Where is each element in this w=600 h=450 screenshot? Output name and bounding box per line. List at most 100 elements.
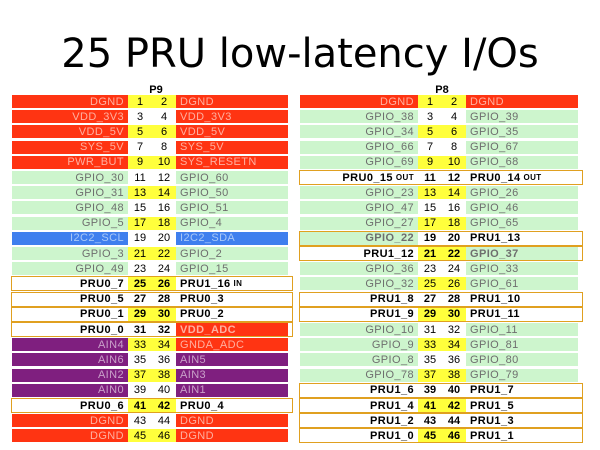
pin-row: I2C2_SCL 19 20 I2C2_SDA [11, 231, 293, 246]
pin-name-text: PRU1_5 [470, 399, 514, 412]
pin-number-left: 1 [128, 95, 152, 108]
pin-number-right: 40 [442, 383, 466, 397]
pin-number-right: 16 [152, 201, 176, 215]
pin-name-text: PRU0_7 [80, 277, 124, 290]
pin-number-left: 9 [418, 155, 442, 169]
pin-label-right: I2C2_SDA [176, 231, 288, 245]
pin-number-right: 18 [152, 216, 176, 230]
pin-name-text: PRU0_3 [180, 293, 224, 306]
pin-number-right: 6 [152, 125, 176, 139]
pin-name-text: PRU1_1 [470, 429, 514, 442]
pin-number-left: 7 [128, 140, 152, 154]
pin-number-left: 25 [418, 277, 442, 291]
pin-number-right: 16 [442, 201, 466, 215]
pin-name-text: VDD_3V3 [72, 110, 124, 123]
pin-label-right: PRU1_1 [466, 429, 578, 443]
pin-name-text: GPIO_51 [180, 201, 229, 214]
pin-label-left: GPIO_23 [300, 186, 418, 200]
pin-name-text: GPIO_61 [470, 277, 519, 290]
pin-row: GPIO_48 15 16 GPIO_51 [11, 200, 293, 215]
pin-label-left: GPIO_8 [300, 353, 418, 367]
pin-name-text: GPIO_46 [470, 201, 519, 214]
pin-number-left: 17 [128, 216, 152, 230]
pin-name-text: VDD_5V [180, 125, 226, 138]
pin-number-right: 42 [442, 399, 466, 412]
pin-label-left: GPIO_5 [12, 216, 128, 230]
pin-number-right: 26 [442, 277, 466, 291]
pin-row: PRU1_2 43 44 PRU1_3 [299, 413, 583, 429]
pin-name-text: PRU1_16 [180, 277, 231, 290]
pin-label-left: PRU0_15 OUT [300, 171, 418, 184]
header-p8: P8 [435, 84, 449, 96]
pin-row: VDD_3V3 3 4 VDD_3V3 [11, 109, 293, 124]
pin-number-right: 44 [152, 414, 176, 428]
pin-number-left: 33 [128, 338, 152, 352]
pin-label-left: VDD_5V [12, 125, 128, 139]
pin-row: VDD_5V 5 6 VDD_5V [11, 124, 293, 139]
pin-name-text: PRU1_13 [470, 232, 521, 245]
pin-number-left: 3 [418, 110, 442, 124]
pin-row: PRU0_6 41 42 PRU0_4 [11, 398, 293, 413]
pin-number-left: 39 [128, 383, 152, 397]
pin-number-left: 45 [418, 429, 442, 443]
pin-row: PRU1_12 21 22 GPIO_37 [299, 246, 583, 261]
pin-name-text: GPIO_9 [371, 338, 414, 351]
pin-name-text: GPIO_38 [365, 110, 414, 123]
pin-number-left: 1 [418, 95, 442, 108]
pin-number-right: 32 [442, 323, 466, 336]
pin-number-left: 37 [418, 368, 442, 382]
pin-row: PRU1_9 29 30 PRU1_11 [299, 306, 583, 322]
pin-label-right: PRU1_7 [466, 383, 578, 397]
pin-row: DGND 43 44 DGND [11, 413, 293, 428]
pin-name-text: PRU1_9 [370, 308, 414, 321]
pin-label-right: GPIO_50 [176, 186, 288, 200]
pin-row: GPIO_3 21 22 GPIO_2 [11, 246, 293, 261]
pin-name-text: DGND [90, 429, 124, 442]
pin-label-right: GPIO_35 [466, 125, 578, 139]
pin-label-right: SYS_RESETN [176, 155, 288, 169]
pin-number-right: 18 [442, 216, 466, 230]
pin-label-right: GPIO_4 [176, 216, 288, 230]
direction-suffix: OUT [395, 173, 414, 182]
pin-name-text: PRU0_0 [80, 323, 124, 336]
pin-name-text: GPIO_37 [470, 247, 519, 260]
pin-label-left: I2C2_SCL [12, 231, 128, 245]
pin-number-left: 27 [128, 292, 152, 306]
pin-row: GPIO_8 35 36 GPIO_80 [299, 352, 583, 367]
pin-number-left: 41 [128, 399, 152, 412]
pin-number-right: 32 [152, 323, 176, 336]
pin-name-text: PRU0_5 [80, 293, 124, 306]
pin-name-text: PRU0_15 [342, 171, 393, 184]
pin-label-left: GPIO_66 [300, 140, 418, 154]
pin-number-right: 2 [152, 95, 176, 108]
pin-name-text: VDD_3V3 [180, 110, 232, 123]
pin-row: GPIO_34 5 6 GPIO_35 [299, 124, 583, 139]
pin-name-text: PRU0_4 [180, 399, 224, 412]
pin-number-right: 2 [442, 95, 466, 108]
pin-label-right: GPIO_80 [466, 353, 578, 367]
pin-number-right: 30 [442, 307, 466, 321]
pin-label-left: AIN2 [12, 368, 128, 382]
pin-number-right: 44 [442, 414, 466, 428]
pin-label-right: GPIO_68 [466, 155, 578, 169]
pin-row: PRU1_0 45 46 PRU1_1 [299, 428, 583, 444]
pin-number-right: 38 [152, 368, 176, 382]
pin-label-left: PWR_BUT [12, 155, 128, 169]
pin-number-right: 24 [442, 262, 466, 276]
pin-number-right: 38 [442, 368, 466, 382]
pin-name-text: GPIO_22 [365, 232, 414, 245]
pin-number-left: 45 [128, 429, 152, 443]
pin-number-left: 29 [128, 307, 152, 321]
pin-row: DGND 1 2 DGND [11, 94, 293, 109]
pin-name-text: GPIO_78 [365, 369, 414, 382]
pin-number-left: 17 [418, 216, 442, 230]
pin-name-text: DGND [470, 95, 504, 108]
pin-label-right: AIN5 [176, 353, 288, 367]
pin-label-right: PRU0_14 OUT [466, 171, 578, 184]
pin-number-right: 14 [152, 186, 176, 200]
pin-number-left: 3 [128, 110, 152, 124]
pin-label-right: VDD_ADC [176, 323, 288, 336]
pin-name-text: GPIO_32 [365, 277, 414, 290]
pin-number-right: 42 [152, 399, 176, 412]
pin-name-text: GPIO_49 [75, 262, 124, 275]
